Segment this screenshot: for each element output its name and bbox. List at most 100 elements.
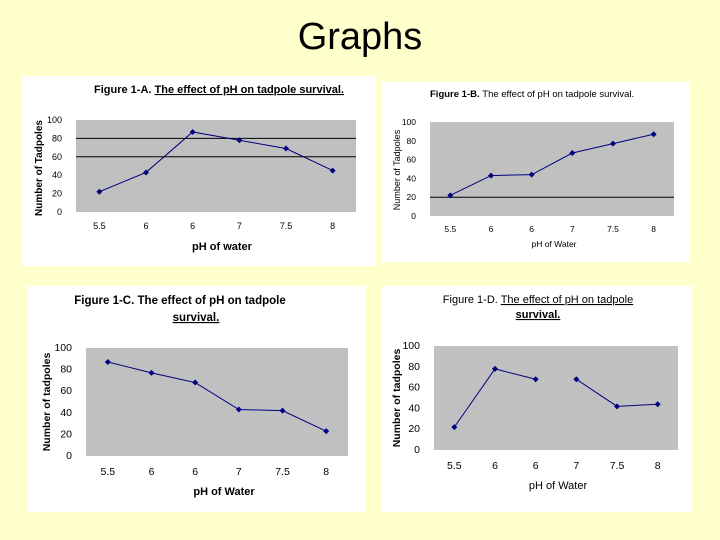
x-tick-label: 7.5	[607, 224, 619, 234]
chart-a: Figure 1-A. The effect of pH on tadpole …	[34, 84, 356, 253]
chart-panel-c: Figure 1-C. The effect of pH on tadpole …	[28, 286, 366, 512]
x-tick-label: 5.5	[447, 460, 462, 472]
data-point	[148, 369, 155, 376]
data-point	[329, 167, 336, 174]
chart-c: Figure 1-C. The effect of pH on tadpole …	[41, 295, 348, 498]
data-point	[192, 379, 199, 386]
y-tick-label: 60	[407, 155, 417, 165]
data-point	[323, 428, 330, 435]
y-tick-label: 60	[52, 152, 62, 162]
data-point	[488, 172, 494, 179]
plot-area	[434, 346, 678, 450]
data-point	[189, 128, 196, 135]
y-tick-label: 40	[407, 173, 417, 183]
plot-area	[430, 122, 674, 216]
chart-title-line2: survival.	[173, 312, 220, 324]
x-axis-label: pH of Water	[193, 486, 255, 498]
y-tick-label: 80	[407, 136, 417, 146]
chart-title: Figure 1-B. The effect of pH on tadpole …	[430, 89, 634, 100]
x-tick-label: 6	[190, 221, 195, 231]
x-tick-label: 5.5	[101, 466, 116, 478]
y-axis-label: Number of Tadpoles	[34, 120, 45, 216]
slide-title: Graphs	[297, 16, 423, 58]
x-tick-label: 8	[323, 466, 329, 478]
chart-panel-d: Figure 1-D. The effect of pH on tadpole …	[382, 286, 692, 512]
x-axis-label: pH of Water	[529, 480, 588, 492]
plot-area	[86, 348, 348, 456]
x-tick-label: 7.5	[610, 460, 625, 472]
series-line	[450, 133, 654, 196]
data-point	[143, 169, 149, 176]
y-tick-label: 0	[66, 450, 72, 462]
y-tick-label: 40	[52, 170, 62, 180]
y-tick-label: 20	[408, 423, 420, 435]
chart-title: Figure 1-D. The effect of pH on tadpole	[443, 294, 633, 306]
chart-title-text: The effect of pH on tadpole	[501, 294, 634, 306]
x-axis-label: pH of Water	[531, 239, 576, 249]
y-axis-label: Number of tadpoles	[391, 349, 403, 448]
chart-title-text: The effect of pH on tadpole survival.	[482, 89, 634, 100]
y-tick-label: 0	[414, 444, 420, 456]
y-tick-label: 0	[411, 211, 416, 221]
chart-title-line2: survival.	[516, 309, 561, 321]
y-tick-label: 40	[408, 402, 420, 414]
x-tick-label: 8	[655, 460, 661, 472]
x-tick-label: 6	[143, 221, 148, 231]
chart-title: Figure 1-A. The effect of pH on tadpole …	[94, 84, 344, 96]
data-point	[236, 137, 243, 144]
y-axis-label: Number of Tadpoles	[392, 129, 402, 210]
y-tick-label: 80	[52, 133, 62, 143]
y-tick-label: 80	[60, 364, 72, 376]
chart-d: Figure 1-D. The effect of pH on tadpole …	[391, 294, 678, 492]
data-point	[573, 376, 580, 383]
chart-title-prefix: Figure 1-C.	[74, 295, 134, 307]
y-tick-label: 0	[57, 207, 62, 217]
x-tick-label: 5.5	[93, 221, 106, 231]
data-point	[650, 131, 657, 138]
x-tick-label: 8	[651, 224, 656, 234]
x-tick-label: 7	[570, 224, 575, 234]
x-tick-label: 5.5	[444, 224, 456, 234]
y-tick-label: 20	[60, 428, 72, 440]
data-point	[279, 407, 286, 414]
x-tick-label: 7.5	[275, 466, 290, 478]
data-point	[96, 188, 103, 195]
data-point	[447, 192, 454, 199]
x-tick-label: 6	[192, 466, 198, 478]
chart-panel-a: Figure 1-A. The effect of pH on tadpole …	[22, 76, 376, 266]
y-tick-label: 20	[52, 189, 62, 199]
x-tick-label: 6	[149, 466, 155, 478]
series-line	[107, 361, 327, 432]
x-tick-label: 7	[236, 466, 242, 478]
plot-area	[76, 120, 356, 212]
data-point	[532, 376, 539, 383]
x-tick-label: 7	[237, 221, 242, 231]
data-point	[528, 171, 535, 178]
x-tick-label: 8	[330, 221, 335, 231]
chart-title-text: The effect of pH on tadpole survival.	[155, 84, 344, 96]
y-tick-label: 80	[408, 361, 420, 373]
chart-title-text: The effect of pH on tadpole	[138, 295, 286, 307]
data-point	[610, 140, 616, 147]
y-tick-label: 100	[47, 115, 62, 125]
y-axis-label: Number of tadpoles	[41, 353, 53, 452]
y-tick-label: 100	[402, 340, 420, 352]
data-point	[104, 359, 111, 366]
y-tick-label: 100	[54, 342, 72, 354]
y-tick-label: 100	[402, 117, 416, 127]
x-axis-label: pH of water	[192, 241, 253, 253]
y-tick-label: 60	[408, 382, 420, 394]
data-point	[614, 403, 620, 410]
y-tick-label: 60	[60, 385, 72, 397]
chart-title-prefix: Figure 1-B.	[430, 89, 480, 100]
data-point	[654, 401, 661, 408]
x-tick-label: 7	[573, 460, 579, 472]
data-point	[283, 145, 289, 152]
chart-b: Figure 1-B. The effect of pH on tadpole …	[392, 89, 674, 249]
x-tick-label: 6	[492, 460, 498, 472]
chart-title-prefix: Figure 1-D.	[443, 294, 498, 306]
data-point	[569, 150, 576, 157]
chart-panel-b: Figure 1-B. The effect of pH on tadpole …	[382, 82, 690, 262]
x-tick-label: 6	[529, 224, 534, 234]
x-tick-label: 7.5	[280, 221, 293, 231]
